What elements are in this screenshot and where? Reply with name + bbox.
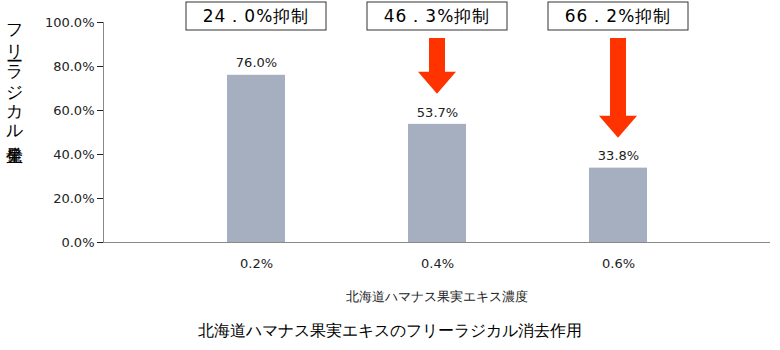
svg-text:北海道ハマナス果実エキス濃度: 北海道ハマナス果実エキス濃度 [346,289,528,304]
svg-text:33.8%: 33.8% [598,148,639,163]
svg-text:80.0%: 80.0% [53,59,94,74]
html-text:フリーラジカル発生量: フリーラジカル発生量 [5,12,25,136]
svg-text:66．2%抑制: 66．2%抑制 [565,6,672,26]
svg-text:20.0%: 20.0% [53,191,94,206]
svg-text:76.0%: 76.0% [236,55,277,70]
svg-text:0.0%: 0.0% [61,235,94,250]
svg-text:60.0%: 60.0% [53,103,94,118]
svg-text:100.0%: 100.0% [45,15,95,30]
svg-text:24．0%抑制: 24．0%抑制 [203,6,310,26]
svg-text:46．3%抑制: 46．3%抑制 [384,6,491,26]
html-text:北海道ハマナス果実エキスのフリーラジカル消去作用: 北海道ハマナス果実エキスのフリーラジカル消去作用 [198,321,582,340]
svg-text:40.0%: 40.0% [53,147,94,162]
svg-text:0.2%: 0.2% [240,256,273,271]
svg-text:53.7%: 53.7% [417,105,458,120]
svg-text:0.4%: 0.4% [421,256,454,271]
svg-text:0.6%: 0.6% [602,256,635,271]
